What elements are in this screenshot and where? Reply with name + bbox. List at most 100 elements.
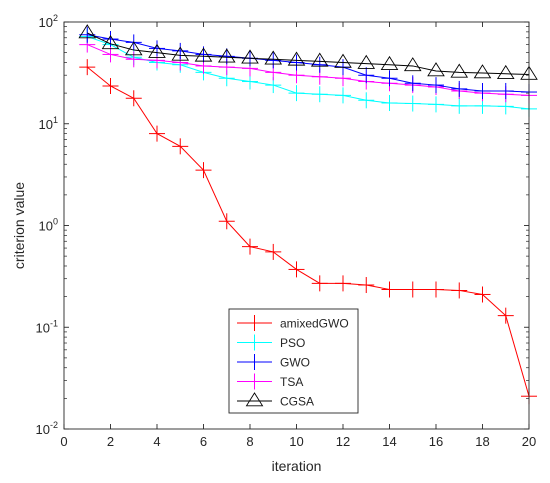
legend-item-cgsa-label: CGSA xyxy=(280,395,314,409)
series-gwo-marker xyxy=(149,40,165,57)
legend-item-amixedgwo-marker xyxy=(246,315,263,331)
series-pso-marker xyxy=(451,97,468,114)
series-gwo-marker xyxy=(79,26,96,43)
series-cgsa-marker xyxy=(427,62,445,77)
series-gwo-marker xyxy=(102,31,119,48)
series-pso-marker xyxy=(358,92,375,109)
series-amixedgwo-marker xyxy=(149,125,165,142)
series-pso-marker xyxy=(381,94,398,111)
series-amixedgwo-marker xyxy=(172,138,189,155)
legend-item-gwo: GWO xyxy=(237,354,310,370)
series-amixedgwo-marker xyxy=(218,213,235,230)
legend-item-tsa-label: TSA xyxy=(280,375,303,389)
series-cgsa-marker xyxy=(450,63,469,78)
series-tsa-marker xyxy=(125,51,142,68)
legend-item-cgsa-marker xyxy=(245,392,264,407)
legend-box xyxy=(228,308,359,414)
series-cgsa-marker xyxy=(287,51,306,66)
series-cgsa-marker xyxy=(101,34,120,50)
ticks-layer: 0 2 4 6 8 10 12 14 16 18 20 10-2 10-1 100 101 102 xyxy=(36,13,537,449)
series-layer xyxy=(78,24,538,405)
series-pso-marker xyxy=(335,87,351,104)
y-tick-label: 10-2 xyxy=(36,420,58,437)
series-gwo-marker xyxy=(311,56,328,73)
x-tick-label: 20 xyxy=(522,434,536,449)
y-tick-label: 101 xyxy=(39,115,58,132)
series-cgsa-marker xyxy=(334,53,352,68)
series-cgsa-marker xyxy=(78,24,97,39)
x-tick-label: 10 xyxy=(289,434,303,449)
series-cgsa-marker xyxy=(264,50,283,65)
series-cgsa-marker xyxy=(148,43,166,58)
series-gwo-marker xyxy=(358,67,375,84)
series-amixedgwo-marker xyxy=(242,238,258,255)
legend-item-cgsa: CGSA xyxy=(237,392,314,409)
series-amixedgwo-marker xyxy=(451,282,468,299)
legend-item-pso-label: PSO xyxy=(280,336,305,350)
series-gwo-marker xyxy=(474,82,491,99)
series-cgsa-line xyxy=(87,32,530,75)
series-gwo-marker xyxy=(288,54,305,71)
series-cgsa-marker xyxy=(171,46,190,61)
series-pso-marker xyxy=(311,86,328,103)
x-tick-label: 6 xyxy=(200,434,207,449)
series-cgsa-marker xyxy=(403,57,422,72)
series-cgsa-marker xyxy=(357,54,376,69)
legend-item-tsa: TSA xyxy=(237,373,303,390)
series-gwo-marker xyxy=(428,77,444,94)
series-amixedgwo-marker xyxy=(79,59,96,76)
series-amixedgwo-marker xyxy=(497,307,514,324)
series-tsa-marker xyxy=(102,46,119,63)
plot-area xyxy=(64,22,538,429)
legend-item-amixedgwo-label: amixedGWO xyxy=(280,317,349,331)
series-pso-marker xyxy=(428,96,444,113)
series-amixedgwo-marker xyxy=(428,281,444,298)
series-gwo-marker xyxy=(172,42,189,59)
legend-item-pso: PSO xyxy=(237,334,305,351)
series-cgsa-marker xyxy=(194,47,213,62)
series-amixedgwo-marker xyxy=(311,275,328,292)
series-amixedgwo-marker xyxy=(335,275,351,292)
series-amixedgwo-marker xyxy=(358,277,375,294)
series-pso-marker xyxy=(404,95,421,112)
series-gwo-marker xyxy=(381,70,398,87)
x-tick-label: 8 xyxy=(246,434,253,449)
series-amixedgwo-marker xyxy=(195,162,212,179)
y-axis-label: criterion value xyxy=(11,182,27,269)
series-amixedgwo xyxy=(79,59,537,405)
series-amixedgwo-marker xyxy=(102,77,119,94)
series-amixedgwo-marker xyxy=(125,90,142,107)
legend-item-tsa-marker xyxy=(246,373,263,390)
x-tick-label: 0 xyxy=(60,434,67,449)
legend-item-pso-marker xyxy=(246,334,263,351)
x-tick-label: 18 xyxy=(475,434,489,449)
x-tick-label: 12 xyxy=(336,434,350,449)
legend: amixedGWO PSO GWO TSA CGSA xyxy=(228,308,359,414)
series-cgsa-marker xyxy=(496,64,515,80)
y-tick-label: 100 xyxy=(39,217,58,234)
series-amixedgwo-marker xyxy=(381,281,398,298)
series-cgsa-marker xyxy=(217,48,236,63)
series-amixedgwo-marker xyxy=(474,286,491,303)
series-amixedgwo-marker xyxy=(404,281,421,298)
series-amixedgwo-marker xyxy=(288,261,305,278)
series-cgsa xyxy=(78,24,538,80)
y-tick-label: 102 xyxy=(39,13,58,30)
x-tick-label: 2 xyxy=(107,434,114,449)
x-tick-label: 14 xyxy=(382,434,396,449)
legend-item-gwo-marker xyxy=(246,354,263,370)
series-gwo-marker xyxy=(451,80,468,97)
series-cgsa-marker xyxy=(124,41,143,56)
series-cgsa-marker xyxy=(473,64,492,79)
series-cgsa-marker xyxy=(380,55,399,71)
series-amixedgwo-marker xyxy=(265,243,282,260)
x-tick-label: 4 xyxy=(153,434,160,449)
series-gwo-marker xyxy=(497,82,514,99)
legend-item-amixedgwo: amixedGWO xyxy=(237,315,349,331)
series-cgsa-marker xyxy=(241,49,259,64)
series-gwo-marker xyxy=(404,75,421,92)
y-tick-label: 10-1 xyxy=(36,318,58,335)
series-pso-marker xyxy=(288,85,305,102)
series-cgsa-marker xyxy=(310,52,329,67)
